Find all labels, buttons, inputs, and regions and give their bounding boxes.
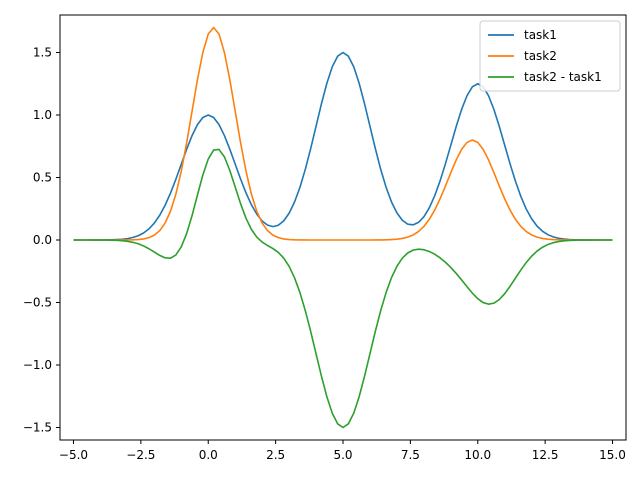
plot-frame bbox=[59, 14, 627, 441]
x-tick-label: −5.0 bbox=[59, 448, 88, 462]
legend-label: task2 bbox=[524, 49, 557, 63]
x-tick-label: 12.5 bbox=[532, 448, 559, 462]
x-tick-label: 15.0 bbox=[599, 448, 626, 462]
x-tick-label: 2.5 bbox=[266, 448, 285, 462]
series-lines bbox=[73, 26, 613, 429]
y-tick-label: 0.5 bbox=[33, 171, 52, 185]
x-axis-ticks: −5.0 −2.5 0.0 2.5 5.0 7.5 10.0 12.5 15.0 bbox=[59, 440, 626, 462]
legend-label: task2 - task1 bbox=[524, 70, 602, 84]
x-tick-label: 5.0 bbox=[333, 448, 352, 462]
y-tick-label: −1.5 bbox=[23, 421, 52, 435]
legend: task1 task2 task2 - task1 bbox=[479, 20, 621, 92]
legend-box bbox=[479, 20, 621, 92]
x-tick-label: 7.5 bbox=[401, 448, 420, 462]
y-tick-label: 0.0 bbox=[33, 233, 52, 247]
x-tick-label: 0.0 bbox=[199, 448, 218, 462]
y-axis-ticks: −1.5 −1.0 −0.5 0.0 0.5 1.0 1.5 bbox=[23, 46, 60, 435]
series-line-3 bbox=[73, 148, 613, 429]
y-tick-label: 1.0 bbox=[33, 108, 52, 122]
series-line-2 bbox=[73, 26, 613, 241]
series-line-1 bbox=[73, 51, 613, 241]
y-tick-label: 1.5 bbox=[33, 46, 52, 60]
x-tick-label: −2.5 bbox=[126, 448, 155, 462]
y-tick-label: −1.0 bbox=[23, 358, 52, 372]
y-tick-label: −0.5 bbox=[23, 296, 52, 310]
legend-label: task1 bbox=[524, 28, 557, 42]
x-tick-label: 10.0 bbox=[464, 448, 491, 462]
